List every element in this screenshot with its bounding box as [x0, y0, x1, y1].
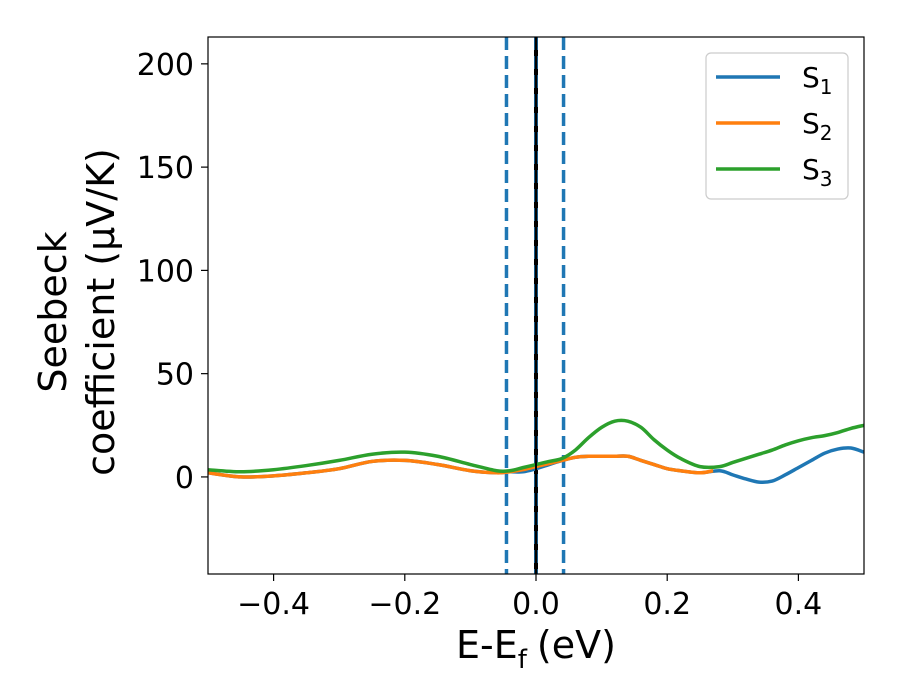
legend: S1 S2 S3	[705, 52, 849, 200]
series-line-s3	[208, 418, 864, 474]
x-tick-label: −0.2	[368, 587, 441, 622]
series-line-s2	[208, 454, 714, 479]
x-tick-label: 0.2	[643, 587, 691, 622]
y-tick-label: 50	[156, 358, 194, 393]
legend-label-s3: S3	[802, 153, 833, 191]
series-lines	[208, 37, 864, 574]
x-tick-label: 0.4	[775, 587, 823, 622]
y-axis-label-line2: coefficient (μV/K)	[79, 148, 123, 476]
y-tick-label: 200	[137, 48, 194, 83]
x-axis-ticks: −0.4 −0.2 0.0 0.2 0.4	[237, 574, 822, 622]
legend-label-s2: S2	[802, 107, 833, 145]
x-tick-label: 0.0	[512, 587, 560, 622]
x-axis-label: E-Ef (eV)	[456, 623, 616, 675]
legend-box	[705, 52, 849, 200]
y-axis-label-line1: Seebeck	[31, 231, 75, 392]
y-axis-ticks: 0 50 100 150 200	[137, 48, 208, 496]
y-tick-label: 0	[175, 461, 194, 496]
legend-label-s1: S1	[802, 61, 833, 99]
x-tick-label: −0.4	[237, 587, 310, 622]
y-tick-label: 100	[137, 254, 194, 289]
y-tick-label: 150	[137, 151, 194, 186]
